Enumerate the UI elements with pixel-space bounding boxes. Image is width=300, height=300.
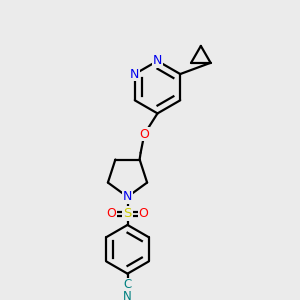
Text: O: O [106, 207, 116, 220]
Text: O: O [140, 128, 149, 140]
Text: C: C [123, 278, 132, 291]
Text: N: N [153, 54, 162, 68]
Text: N: N [123, 190, 132, 203]
Text: S: S [123, 207, 132, 220]
Text: N: N [130, 68, 140, 80]
Text: O: O [139, 207, 148, 220]
Text: N: N [123, 290, 132, 300]
